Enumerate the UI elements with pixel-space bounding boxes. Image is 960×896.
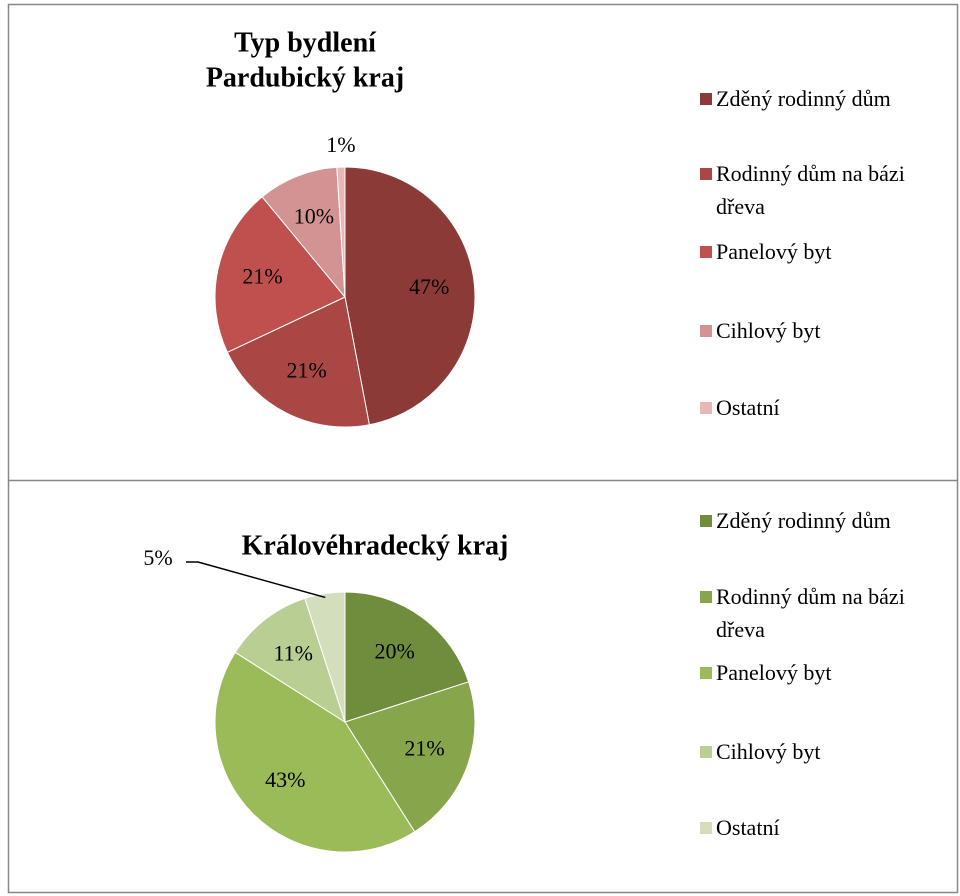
legend-swatch — [700, 325, 712, 337]
legend-swatch — [700, 667, 712, 679]
legend-label: Cihlový byt — [716, 318, 821, 343]
data-label: 11% — [273, 640, 313, 665]
pie-slice — [214, 196, 346, 354]
data-label: 43% — [265, 767, 305, 792]
data-label: 21% — [286, 357, 326, 382]
legend-item: Cihlový byt — [700, 735, 950, 768]
pie-slice — [304, 591, 346, 723]
legend-swatch — [700, 246, 712, 258]
legend-swatch — [700, 402, 712, 414]
pie-slice — [261, 166, 346, 299]
legend-item: Cihlový byt — [700, 314, 950, 347]
legend-label: Rodinný dům na bázi dřeva — [716, 584, 905, 642]
legend-label: Panelový byt — [716, 239, 832, 264]
legend: Zděný rodinný dům Rodinný dům na bázi dře… — [700, 82, 950, 424]
legend-item: Ostatní — [700, 811, 950, 844]
chart-title: Královéhradecký kraj — [242, 530, 509, 561]
legend-swatch — [700, 93, 712, 105]
chart-title: Pardubický kraj — [206, 62, 404, 93]
legend-label: Zděný rodinný dům — [716, 86, 891, 111]
pie-slice — [344, 591, 470, 723]
legend-item: Rodinný dům na bázi dřeva — [700, 580, 950, 646]
legend-swatch — [700, 168, 712, 180]
legend-swatch — [700, 591, 712, 603]
data-label: 5% — [143, 545, 172, 570]
data-label: 21% — [242, 264, 282, 289]
legend-swatch — [700, 822, 712, 834]
pie-slice — [344, 681, 476, 833]
data-label: 47% — [409, 274, 449, 299]
legend-item: Panelový byt — [700, 235, 950, 268]
legend-item: Rodinný dům na bázi dřeva — [700, 157, 950, 223]
chart-title: Typ bydlení — [234, 27, 377, 58]
legend-item: Zděný rodinný dům — [700, 82, 950, 115]
pie-slice — [234, 597, 346, 724]
legend-swatch — [700, 515, 712, 527]
data-label: 20% — [375, 639, 415, 664]
legend-label: Ostatní — [716, 815, 780, 840]
legend-label: Rodinný dům na bázi dřeva — [716, 161, 905, 219]
legend-item: Ostatní — [700, 391, 950, 424]
frame — [7, 3, 959, 894]
legend-swatch — [700, 746, 712, 758]
pie-slice — [344, 166, 476, 426]
pie-slice — [226, 296, 370, 428]
data-label: 1% — [326, 132, 355, 157]
legend-label: Cihlový byt — [716, 739, 821, 764]
pie-slice — [336, 166, 346, 298]
legend: Zděný rodinný dům Rodinný dům na bázi dře… — [700, 504, 950, 844]
legend-label: Zděný rodinný dům — [716, 508, 891, 533]
legend-item: Zděný rodinný dům — [700, 504, 950, 537]
legend-item: Panelový byt — [700, 656, 950, 689]
leader-line — [186, 561, 326, 599]
legend-label: Panelový byt — [716, 660, 832, 685]
data-label: 21% — [404, 736, 444, 761]
data-label: 10% — [294, 203, 334, 228]
legend-label: Ostatní — [716, 395, 780, 420]
pie-slice — [214, 651, 416, 853]
